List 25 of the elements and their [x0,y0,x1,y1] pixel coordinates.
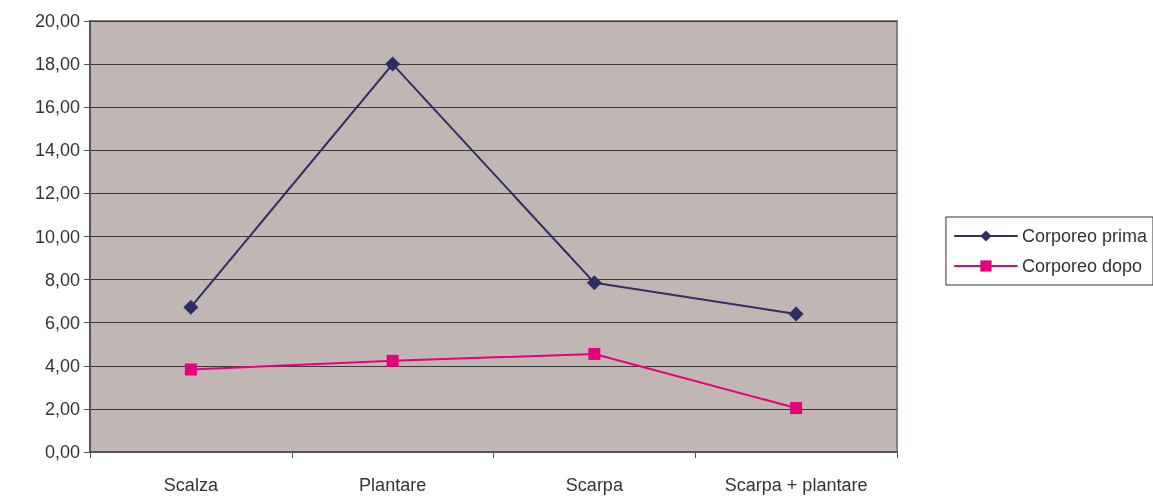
y-tick-label: 0,00 [44,442,80,462]
y-tick-label: 10,00 [34,226,80,247]
y-tick-label: 12,00 [34,183,80,204]
x-tick-label: Scarpa [565,475,624,495]
point [184,363,197,376]
point [586,275,602,291]
y-tick-label: 16,00 [34,97,80,118]
y-tick-label: 20,00 [34,11,80,31]
y-tick-label: 4,00 [44,355,80,376]
point [588,347,601,360]
x-tick-label: Scalza [163,475,219,495]
x-tick-label: Plantare [359,475,427,495]
y-tick-label: 18,00 [34,54,80,75]
legend-label: Corporeo prima [1021,226,1148,246]
y-tick-label: 2,00 [44,398,80,419]
point [385,56,401,72]
y-tick-label: 6,00 [44,312,80,333]
y-tick-label: 14,00 [34,140,80,161]
point [183,299,199,315]
point [790,402,803,415]
x-tick-label: Scarpa + plantare [724,475,868,495]
point [386,354,399,367]
legend-label: Corporeo dopo [1021,256,1143,276]
point [788,306,804,322]
y-tick-label: 8,00 [44,269,80,290]
